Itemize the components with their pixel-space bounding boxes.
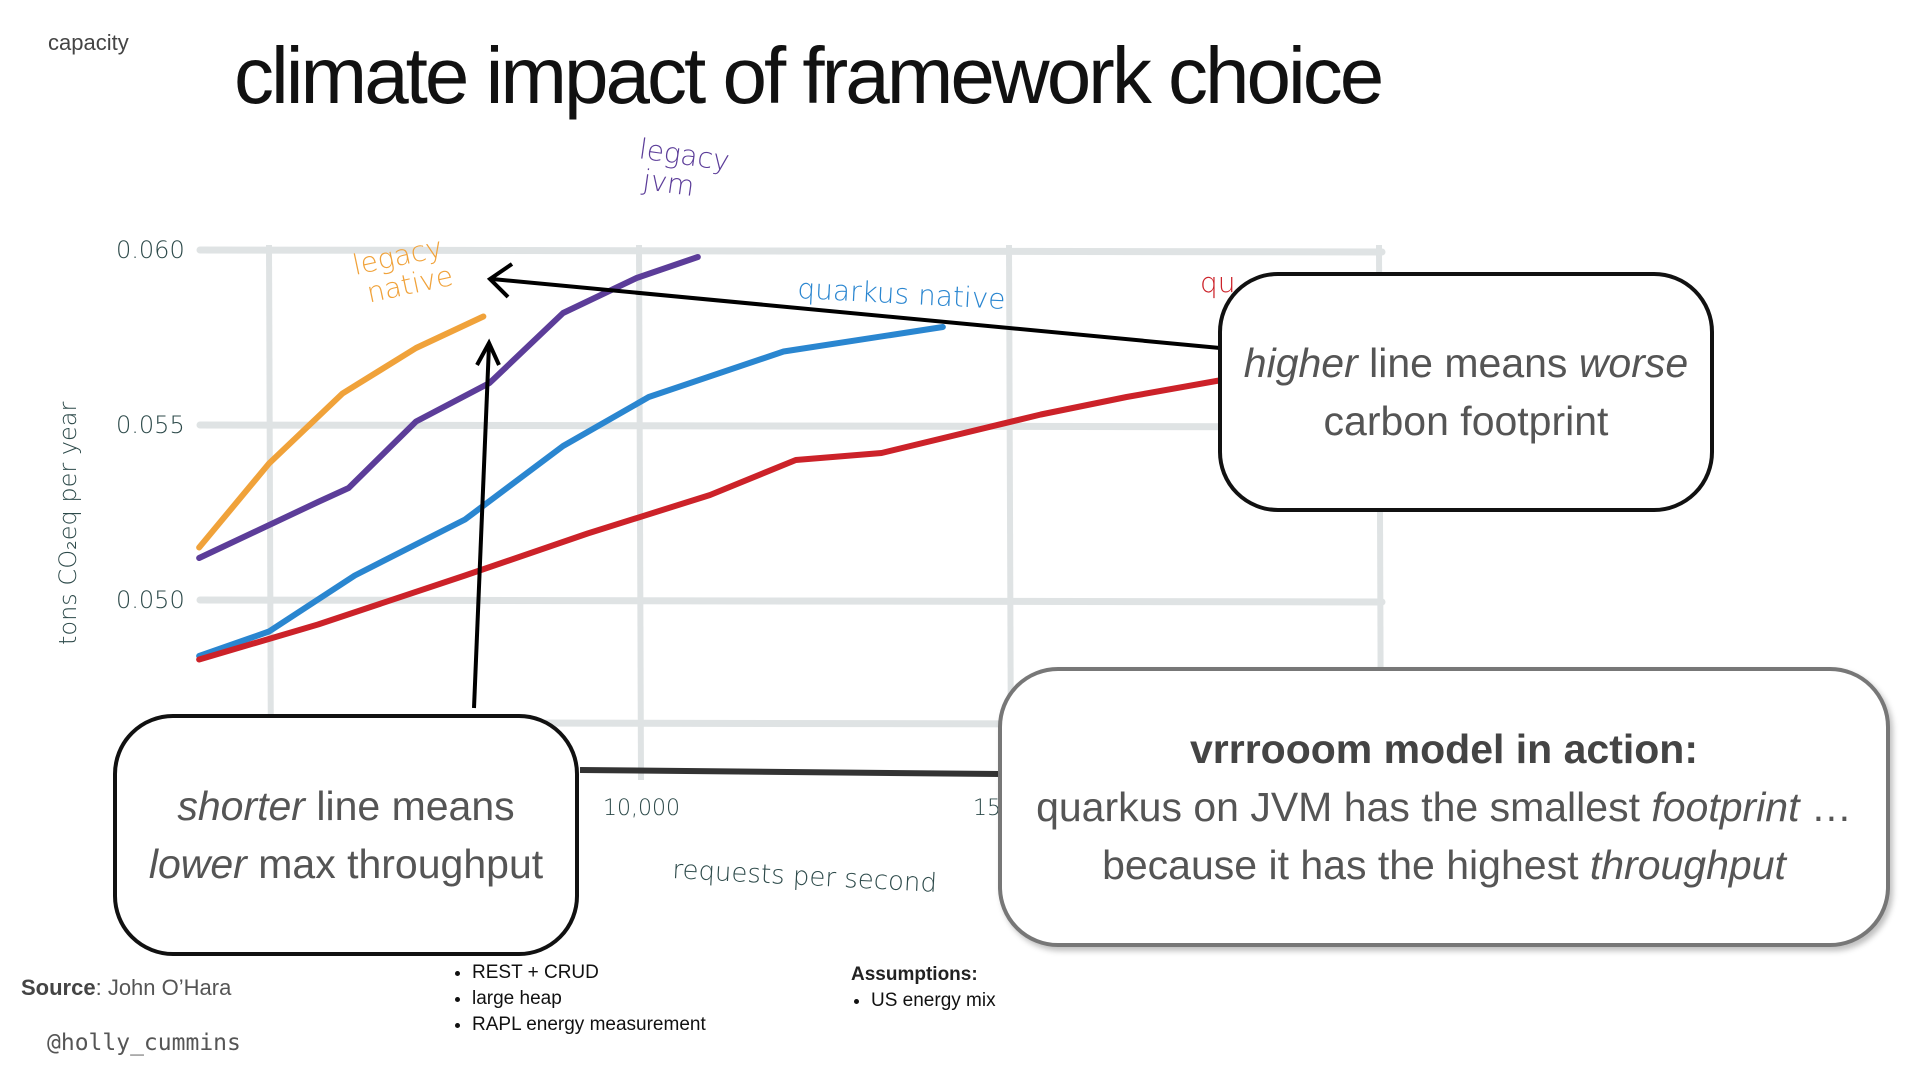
callout-shorter-text-2: lower max throughput <box>148 841 544 887</box>
author-handle: @holly_cummins <box>47 1030 241 1056</box>
series-label: legacyjvm <box>633 132 732 207</box>
arrow-higher <box>486 262 1221 350</box>
x-axis-label: requests per second <box>672 855 938 899</box>
series-lines <box>196 254 1228 663</box>
section-label: capacity <box>48 30 129 55</box>
method-notes: REST + CRUD large heap RAPL energy measu… <box>452 960 706 1038</box>
gridline-h <box>196 246 1386 256</box>
callout-higher-text-1: higher line means worse <box>1243 340 1689 386</box>
series-label: qu <box>1200 266 1236 299</box>
note-item: RAPL energy measurement <box>472 1012 706 1038</box>
callout-higher-text-2: carbon footprint <box>1323 398 1609 444</box>
series-line-legacy-jvm <box>196 254 701 561</box>
series-line-quarkus-native <box>196 324 946 659</box>
note-item: REST + CRUD <box>472 960 706 986</box>
gridline-v <box>266 244 274 781</box>
callout-shorter-text-1: shorter line means <box>177 783 515 829</box>
assumptions-heading: Assumptions: <box>851 964 978 985</box>
y-axis-label: tons CO₂eq per year <box>54 401 82 645</box>
page-title: climate impact of framework choice <box>234 31 1384 120</box>
callout-vrrrooom-text-2: because it has the highest throughput <box>1102 842 1786 888</box>
callout-vrrrooom-text-1: quarkus on JVM has the smallest footprin… <box>1036 784 1852 830</box>
gridline-h <box>196 421 1386 431</box>
y-tick-label: 0.060 <box>116 236 185 264</box>
series-line-legacy-native <box>196 313 487 551</box>
assumptions: Assumptions: US energy mix <box>851 962 996 1014</box>
callout-shorter-line: shorter line means lower max throughput <box>113 714 579 956</box>
gridline-v <box>636 244 644 781</box>
assumption-item: US energy mix <box>871 988 996 1014</box>
callout-higher-line: higher line means worse carbon footprint <box>1218 272 1714 512</box>
y-tick-label: 0.055 <box>116 411 185 439</box>
callout-vrrrooom-heading: vrrrooom model in action: <box>1190 726 1698 772</box>
series-label: legacynative <box>350 230 456 311</box>
note-item: large heap <box>472 986 706 1012</box>
x-axis-line <box>579 767 1001 777</box>
callout-vrrrooom: vrrrooom model in action: quarkus on JVM… <box>998 667 1890 947</box>
arrow-shorter <box>472 338 501 709</box>
x-tick-label: 10,000 <box>603 796 680 821</box>
source-credit: Source: John O’Hara <box>21 975 232 1000</box>
series-line-qu <box>196 376 1228 663</box>
y-tick-label: 0.050 <box>116 586 185 614</box>
